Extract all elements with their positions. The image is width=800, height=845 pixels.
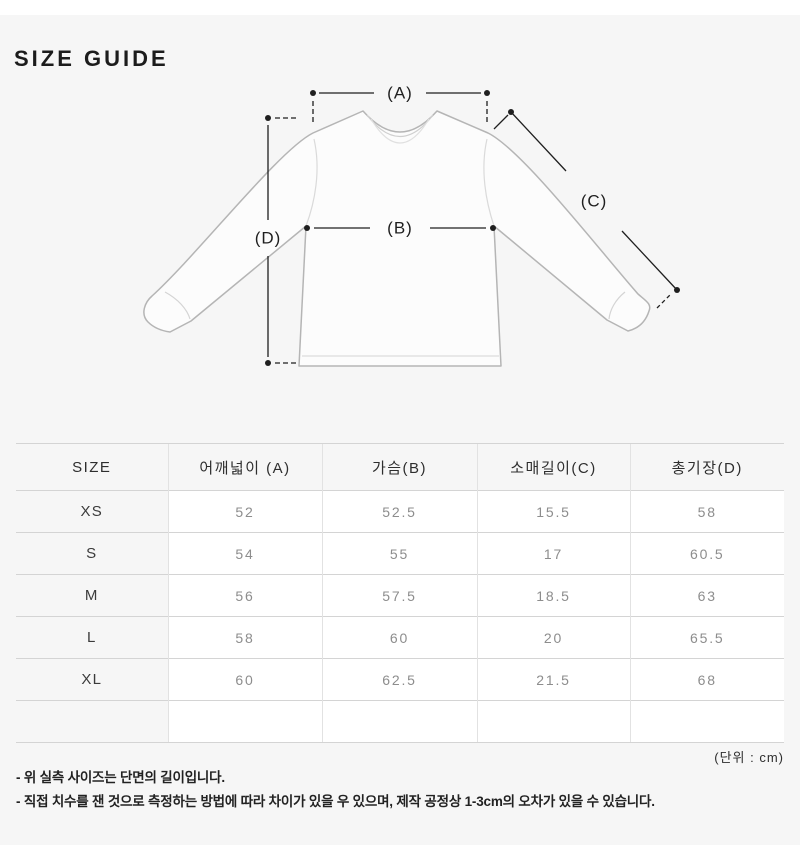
table-row-l: L 58 60 20 65.5 xyxy=(16,616,784,659)
measurement-d-label: (D) xyxy=(255,229,282,248)
measure-dot xyxy=(508,109,514,115)
measurement-c-label: (C) xyxy=(581,192,608,211)
col-header-size: SIZE xyxy=(16,443,168,491)
measure-dot xyxy=(674,287,680,293)
garment-diagram: (A) (B) (C) (D) xyxy=(143,84,680,367)
value-cell: 54 xyxy=(167,532,322,575)
footnote-line: - 직접 치수를 잰 것으로 측정하는 방법에 따라 차이가 있을 우 있으며,… xyxy=(16,794,655,809)
empty-cell xyxy=(167,700,322,743)
value-cell: 58 xyxy=(629,490,784,533)
size-label: L xyxy=(16,616,168,659)
empty-cell xyxy=(476,700,630,743)
measure-dot xyxy=(265,115,271,121)
col-header-sleeve: 소매길이(C) xyxy=(476,443,630,491)
empty-cell xyxy=(321,700,477,743)
measurement-a-label: (A) xyxy=(387,84,413,103)
unit-note: (단위 : cm) xyxy=(714,750,784,765)
cuff-seam-right xyxy=(608,291,626,320)
value-cell: 63 xyxy=(629,574,784,617)
value-cell: 56 xyxy=(167,574,322,617)
table-row-xl: XL 60 62.5 21.5 68 xyxy=(16,658,784,701)
value-cell: 55 xyxy=(321,532,477,575)
col-header-chest: 가슴(B) xyxy=(321,443,477,491)
measure-dot xyxy=(304,225,310,231)
table-row-m: M 56 57.5 18.5 63 xyxy=(16,574,784,617)
measure-dot xyxy=(265,360,271,366)
value-cell: 60 xyxy=(321,616,477,659)
value-cell: 68 xyxy=(629,658,784,701)
value-cell: 15.5 xyxy=(476,490,630,533)
value-cell: 52.5 xyxy=(321,490,477,533)
col-header-shoulder: 어깨넓이 (A) xyxy=(167,443,322,491)
measurement-c xyxy=(493,111,678,309)
value-cell: 20 xyxy=(476,616,630,659)
empty-cell xyxy=(629,700,784,743)
size-table: SIZE 어깨넓이 (A) 가슴(B) 소매길이(C) 총기장(D) XS 52… xyxy=(16,443,784,743)
footnote-line: - 위 실측 사이즈는 단면의 길이입니다. xyxy=(16,770,225,785)
size-label: XS xyxy=(16,490,168,533)
armhole-seam-left xyxy=(305,138,318,227)
value-cell: 60 xyxy=(167,658,322,701)
value-cell: 18.5 xyxy=(476,574,630,617)
garment-outline xyxy=(143,110,651,367)
value-cell: 58 xyxy=(167,616,322,659)
measurement-d xyxy=(267,117,298,364)
value-cell: 21.5 xyxy=(476,658,630,701)
value-cell: 57.5 xyxy=(321,574,477,617)
size-label: XL xyxy=(16,658,168,701)
footnotes: - 위 실측 사이즈는 단면의 길이입니다. - 직접 치수를 잰 것으로 측정… xyxy=(16,766,786,814)
armhole-seam-right xyxy=(483,138,495,227)
value-cell: 17 xyxy=(476,532,630,575)
measure-dot xyxy=(490,225,496,231)
measure-dot xyxy=(310,90,316,96)
table-row-empty xyxy=(16,700,784,743)
collar-detail-inner xyxy=(370,118,430,144)
cuff-seam-left xyxy=(164,291,191,320)
table-row-xs: XS 52 52.5 15.5 58 xyxy=(16,490,784,533)
measurement-b-label: (B) xyxy=(387,219,413,238)
value-cell: 62.5 xyxy=(321,658,477,701)
col-header-length: 총기장(D) xyxy=(629,443,784,491)
size-label: M xyxy=(16,574,168,617)
size-label: S xyxy=(16,532,168,575)
value-cell: 65.5 xyxy=(629,616,784,659)
measurement-a xyxy=(312,92,488,122)
value-cell: 60.5 xyxy=(629,532,784,575)
measure-dot xyxy=(484,90,490,96)
size-table-header-row: SIZE 어깨넓이 (A) 가슴(B) 소매길이(C) 총기장(D) xyxy=(16,443,784,491)
page-title: SIZE GUIDE xyxy=(14,45,169,71)
table-row-s: S 54 55 17 60.5 xyxy=(16,532,784,575)
value-cell: 52 xyxy=(167,490,322,533)
empty-cell xyxy=(16,700,168,743)
